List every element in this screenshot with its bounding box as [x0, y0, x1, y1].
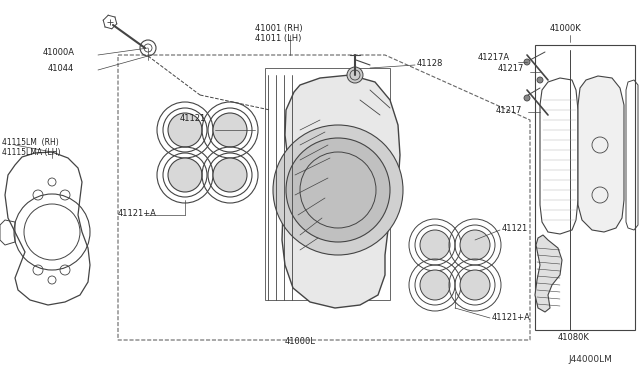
Text: 41217: 41217 — [498, 64, 524, 73]
Circle shape — [420, 270, 450, 300]
Circle shape — [460, 270, 490, 300]
Text: 41217A: 41217A — [478, 52, 510, 61]
Text: 41121+A: 41121+A — [492, 312, 531, 321]
Text: 41121: 41121 — [502, 224, 528, 232]
Text: 41044: 41044 — [48, 64, 74, 73]
Text: 41121: 41121 — [180, 113, 206, 122]
Circle shape — [286, 138, 390, 242]
Circle shape — [524, 59, 530, 65]
Text: 41121+A: 41121+A — [118, 208, 157, 218]
Circle shape — [213, 158, 247, 192]
Text: 41217: 41217 — [496, 106, 522, 115]
Circle shape — [273, 125, 403, 255]
Text: 41128: 41128 — [417, 58, 444, 67]
Polygon shape — [535, 235, 562, 312]
Text: 41000A: 41000A — [43, 48, 75, 57]
Text: 41115LMA (LH): 41115LMA (LH) — [2, 148, 61, 157]
Text: 41001 (RH): 41001 (RH) — [255, 23, 303, 32]
Circle shape — [524, 95, 530, 101]
Bar — [535, 45, 635, 330]
Circle shape — [213, 113, 247, 147]
Circle shape — [537, 77, 543, 83]
Text: 41080K: 41080K — [558, 334, 590, 343]
Text: 41011 (LH): 41011 (LH) — [255, 33, 301, 42]
Polygon shape — [282, 75, 400, 308]
Circle shape — [420, 230, 450, 260]
Polygon shape — [578, 76, 624, 232]
Circle shape — [168, 158, 202, 192]
Circle shape — [347, 67, 363, 83]
Circle shape — [168, 113, 202, 147]
Circle shape — [460, 230, 490, 260]
Text: 41000K: 41000K — [550, 23, 582, 32]
Text: 41000L: 41000L — [285, 337, 316, 346]
Text: 41115LM  (RH): 41115LM (RH) — [2, 138, 59, 147]
Text: J44000LM: J44000LM — [568, 356, 612, 365]
